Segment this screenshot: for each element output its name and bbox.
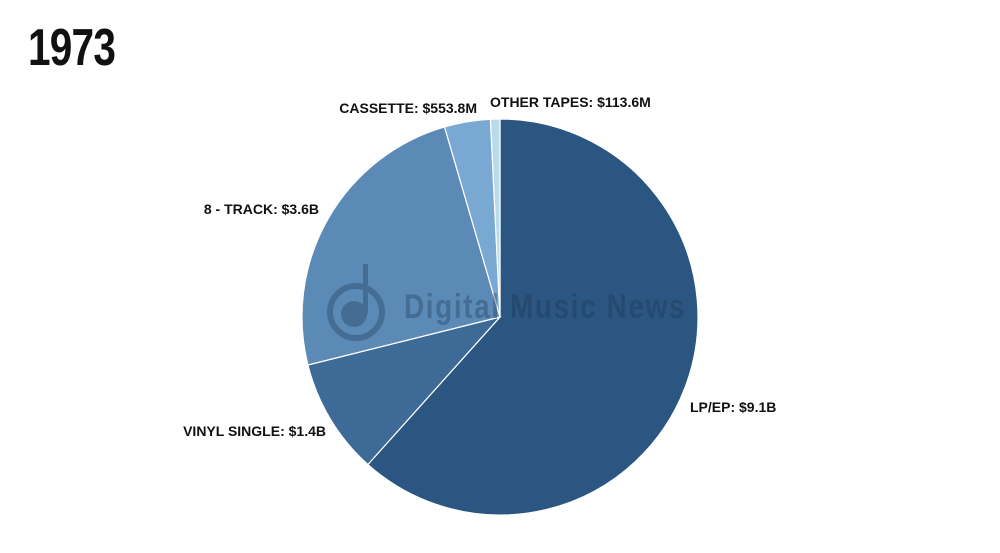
pie-label-cassette: CASSETTE: $553.8M	[339, 100, 477, 116]
pie-labels: LP/EP: $9.1B VINYL SINGLE: $1.4B 8 - TRACK…	[183, 94, 776, 439]
pie-slice-vinyl-single	[307, 315, 502, 466]
pie-label-other-tapes: OTHER TAPES: $113.6M	[490, 94, 651, 110]
pie-slices	[301, 118, 699, 516]
pie-label-8-track: 8 - TRACK: $3.6B	[204, 201, 319, 217]
pie-slice-lp-ep	[367, 118, 699, 516]
pie-slice-other-tapes	[489, 118, 501, 318]
pie-slice-8-track	[301, 126, 501, 366]
chart-title-year: 1973	[28, 19, 116, 77]
pie-label-vinyl-single: VINYL SINGLE: $1.4B	[183, 423, 326, 439]
pie-label-lp-ep: LP/EP: $9.1B	[690, 399, 776, 415]
